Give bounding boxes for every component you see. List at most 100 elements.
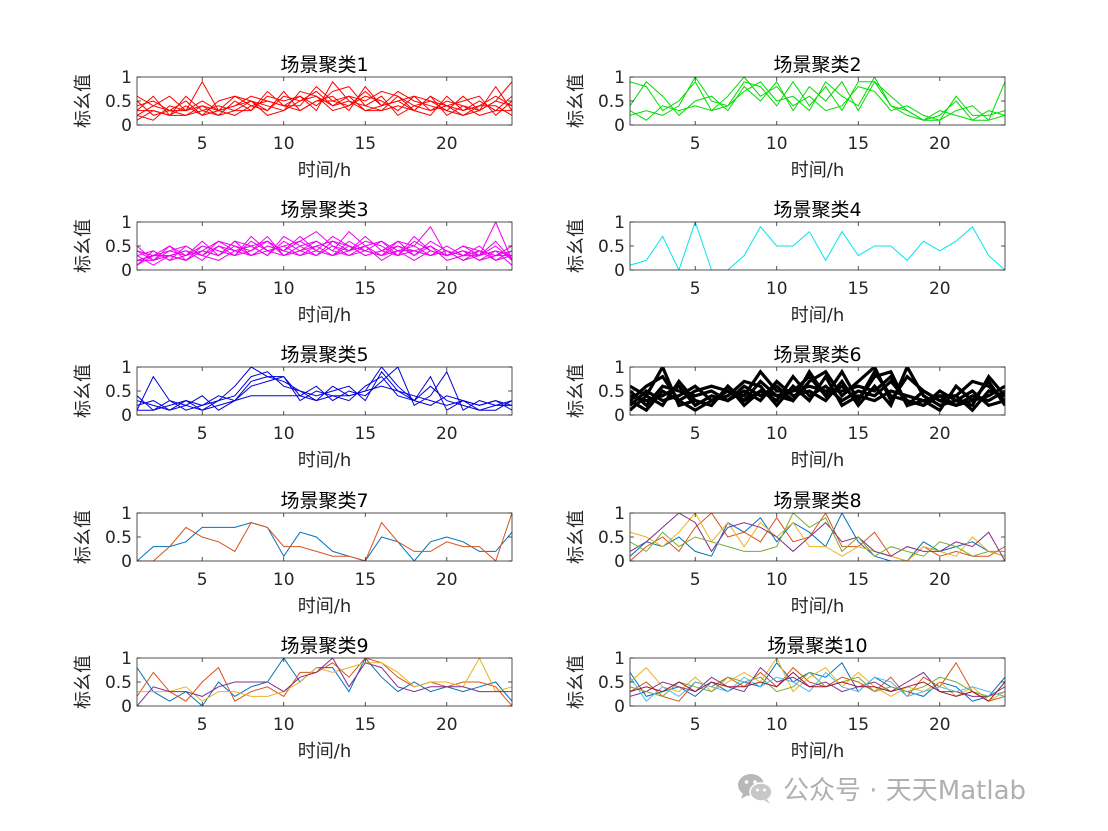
x-tick-label: 20: [436, 134, 458, 154]
series-line-7: [630, 671, 1005, 702]
subplot-title: 场景聚类1: [280, 54, 368, 76]
y-axis-label: 标幺值: [73, 74, 94, 128]
series-line-1: [630, 513, 1005, 561]
plot-area: [630, 77, 1005, 125]
subplot-title: 场景聚类3: [280, 199, 368, 221]
x-tick-label: 20: [929, 134, 951, 154]
subplot-9: 5 10 15 20 0 0.5 1 场景聚类9 时间/h 标幺值: [73, 635, 513, 762]
subplot-4: 5 10 15 20 0 0.5 1 场景聚类4 时间/h 标幺值: [566, 199, 1006, 326]
y-axis-label: 标幺值: [73, 655, 94, 709]
x-axis-label: 时间/h: [791, 160, 844, 181]
subplot-title: 场景聚类6: [773, 344, 861, 366]
y-axis-label: 标幺值: [566, 364, 587, 418]
y-tick-label: 0: [121, 552, 132, 572]
x-axis-label: 时间/h: [791, 596, 844, 617]
y-axis-label: 标幺值: [73, 219, 94, 273]
x-tick-label: 10: [273, 134, 295, 154]
y-tick-label: 0: [121, 406, 132, 426]
plot-area: [137, 658, 512, 706]
series-line-2: [630, 80, 1005, 121]
x-axis-label: 时间/h: [791, 741, 844, 762]
x-tick-label: 5: [197, 570, 208, 590]
y-axis-label: 标幺值: [566, 655, 587, 709]
y-tick-label: 1: [121, 504, 132, 524]
x-tick-label: 15: [847, 715, 869, 735]
x-tick-label: 5: [197, 715, 208, 735]
series-line-2: [137, 513, 512, 561]
y-tick-label: 0: [121, 261, 132, 281]
subplot-title: 场景聚类8: [773, 490, 861, 512]
x-tick-label: 10: [766, 279, 788, 299]
y-tick-label: 0: [614, 116, 625, 136]
x-tick-label: 15: [354, 715, 376, 735]
x-tick-label: 5: [197, 134, 208, 154]
subplot-6: 5 10 15 20 0 0.5 1 场景聚类6 时间/h 标幺值: [566, 344, 1006, 471]
x-axis-label: 时间/h: [298, 596, 351, 617]
series-line-6: [630, 671, 1005, 702]
series-line-9: [137, 240, 512, 261]
series-line-4: [137, 658, 512, 706]
x-tick-label: 15: [847, 424, 869, 444]
watermark-text: 公众号 · 天天Matlab: [783, 775, 1027, 806]
y-tick-label: 1: [121, 358, 132, 378]
y-tick-label: 1: [614, 68, 625, 88]
y-tick-label: 0: [121, 697, 132, 717]
series-line-3: [137, 658, 512, 702]
series-line-1: [630, 222, 1005, 270]
y-tick-label: 0.5: [105, 673, 132, 693]
y-tick-label: 0: [614, 697, 625, 717]
series-line-5: [630, 513, 1005, 557]
series-line-8: [137, 235, 512, 266]
subplot-title: 场景聚类4: [773, 199, 861, 221]
x-tick-label: 15: [847, 134, 869, 154]
y-tick-label: 1: [614, 358, 625, 378]
x-tick-label: 20: [436, 424, 458, 444]
series-line-2: [630, 513, 1005, 561]
x-tick-label: 5: [197, 279, 208, 299]
y-tick-label: 0: [614, 552, 625, 572]
x-tick-label: 15: [354, 134, 376, 154]
x-tick-label: 15: [354, 279, 376, 299]
y-axis-label: 标幺值: [566, 510, 587, 564]
y-tick-label: 0.5: [105, 382, 132, 402]
x-tick-label: 10: [273, 424, 295, 444]
x-tick-label: 10: [766, 715, 788, 735]
y-axis-label: 标幺值: [73, 510, 94, 564]
series-line-4: [137, 370, 512, 411]
subplot-3: 5 10 15 20 0 0.5 1 场景聚类3 时间/h 标幺值: [73, 199, 513, 326]
subplot-7: 5 10 15 20 0 0.5 1 场景聚类7 时间/h 标幺值: [73, 490, 513, 617]
y-axis-label: 标幺值: [73, 364, 94, 418]
subplot-5: 5 10 15 20 0 0.5 1 场景聚类5 时间/h 标幺值: [73, 344, 513, 471]
y-tick-label: 1: [614, 504, 625, 524]
x-tick-label: 15: [354, 570, 376, 590]
subplot-title: 场景聚类9: [280, 635, 368, 657]
subplot-1: 5 10 15 20 0 0.5 1 场景聚类1 时间/h 标幺值: [73, 54, 513, 181]
y-tick-label: 0: [121, 116, 132, 136]
series-line-6: [137, 85, 512, 117]
series-line-4: [630, 513, 1005, 561]
series-line-3: [137, 80, 512, 121]
x-tick-label: 5: [690, 424, 701, 444]
y-axis-label: 标幺值: [566, 74, 587, 128]
y-tick-label: 1: [121, 68, 132, 88]
subplot-title: 场景聚类5: [280, 344, 368, 366]
x-axis-label: 时间/h: [298, 305, 351, 326]
x-tick-label: 10: [273, 715, 295, 735]
x-tick-label: 10: [766, 134, 788, 154]
x-axis-label: 时间/h: [791, 305, 844, 326]
x-axis-label: 时间/h: [298, 160, 351, 181]
x-tick-label: 5: [690, 570, 701, 590]
series-line-4: [630, 666, 1005, 697]
wechat-icon: [738, 774, 773, 804]
x-tick-label: 5: [690, 279, 701, 299]
y-tick-label: 1: [614, 649, 625, 669]
series-line-4: [630, 77, 1005, 121]
series-line-2: [137, 658, 512, 706]
subplot-title: 场景聚类10: [767, 635, 867, 657]
y-tick-label: 1: [121, 213, 132, 233]
series-line-3: [630, 77, 1005, 121]
x-tick-label: 20: [436, 279, 458, 299]
y-tick-label: 0.5: [105, 92, 132, 112]
series-line-1: [137, 522, 512, 561]
